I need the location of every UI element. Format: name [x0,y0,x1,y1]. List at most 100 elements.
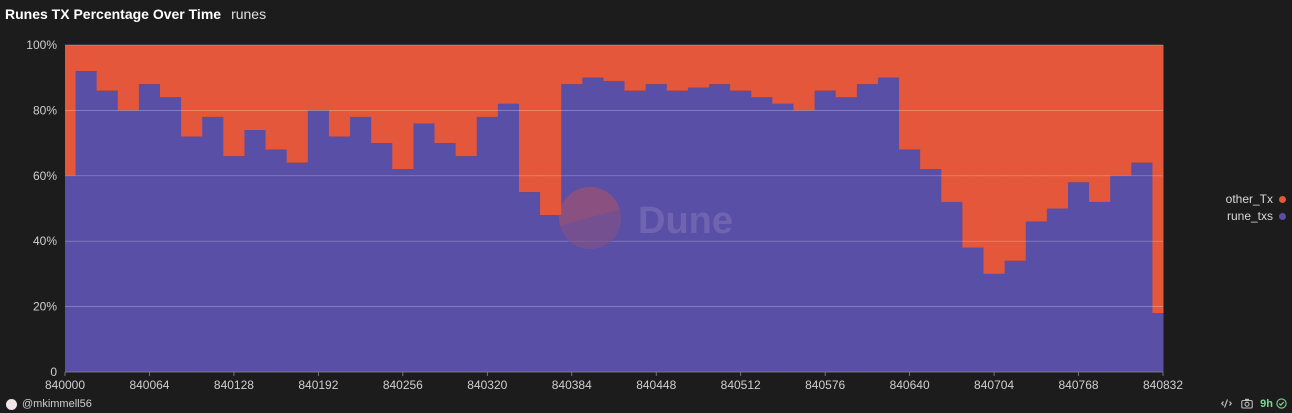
bar-other-tx[interactable] [286,45,309,163]
bar-other-tx[interactable] [1131,45,1153,163]
bar-other-tx[interactable] [582,45,604,78]
bar-other-tx[interactable] [920,45,942,170]
bar-rune-txs[interactable] [75,71,98,372]
bar-rune-txs[interactable] [518,192,541,372]
camera-icon[interactable] [1240,397,1253,410]
bar-rune-txs[interactable] [1046,208,1069,373]
bar-rune-txs[interactable] [561,84,583,373]
bar-rune-txs[interactable] [202,116,224,372]
bar-other-tx[interactable] [181,45,203,137]
bar-other-tx[interactable] [96,45,119,91]
bar-rune-txs[interactable] [709,84,731,373]
bar-other-tx[interactable] [138,45,161,85]
bar-rune-txs[interactable] [645,84,668,373]
bar-rune-txs[interactable] [666,90,689,372]
bar-other-tx[interactable] [392,45,414,170]
bar-other-tx[interactable] [265,45,288,150]
bar-rune-txs[interactable] [899,149,921,372]
bar-other-tx[interactable] [856,45,879,85]
bar-rune-txs[interactable] [413,123,436,372]
bar-rune-txs[interactable] [476,116,499,372]
bar-other-tx[interactable] [1110,45,1132,176]
bar-other-tx[interactable] [645,45,668,85]
bar-rune-txs[interactable] [1025,221,1048,372]
legend-item-other-tx[interactable]: other_Tx [1226,192,1286,206]
bar-other-tx[interactable] [709,45,731,85]
bar-rune-txs[interactable] [730,90,752,372]
bar-rune-txs[interactable] [455,156,478,372]
bar-other-tx[interactable] [413,45,436,124]
bar-rune-txs[interactable] [392,169,414,372]
bar-rune-txs[interactable] [1067,182,1090,372]
bar-rune-txs[interactable] [138,84,161,373]
bar-rune-txs[interactable] [751,97,773,372]
bar-rune-txs[interactable] [1110,175,1132,372]
bar-other-tx[interactable] [877,45,900,78]
bar-rune-txs[interactable] [181,136,203,372]
bar-other-tx[interactable] [65,45,77,176]
bar-rune-txs[interactable] [223,156,245,372]
bar-rune-txs[interactable] [772,103,794,373]
bar-other-tx[interactable] [962,45,985,248]
bar-rune-txs[interactable] [1089,201,1111,372]
bar-rune-txs[interactable] [265,149,288,372]
bar-other-tx[interactable] [941,45,963,202]
bar-other-tx[interactable] [244,45,267,131]
bar-other-tx[interactable] [371,45,393,144]
bar-rune-txs[interactable] [96,90,119,372]
bar-rune-txs[interactable] [160,97,182,372]
bar-rune-txs[interactable] [434,143,457,372]
bar-other-tx[interactable] [751,45,773,98]
bar-other-tx[interactable] [518,45,541,193]
bar-other-tx[interactable] [793,45,816,111]
bar-rune-txs[interactable] [835,97,858,372]
bar-rune-txs[interactable] [793,110,816,373]
bar-other-tx[interactable] [983,45,1006,274]
bar-other-tx[interactable] [1067,45,1090,183]
bar-rune-txs[interactable] [814,90,837,372]
bar-other-tx[interactable] [307,45,330,111]
bar-rune-txs[interactable] [582,77,604,372]
embed-icon[interactable] [1220,397,1233,410]
bar-rune-txs[interactable] [307,110,330,373]
bar-other-tx[interactable] [328,45,351,137]
bar-other-tx[interactable] [223,45,245,157]
bar-rune-txs[interactable] [941,201,963,372]
bar-other-tx[interactable] [899,45,921,150]
bar-rune-txs[interactable] [856,84,879,373]
bar-other-tx[interactable] [814,45,837,91]
bar-rune-txs[interactable] [286,162,309,372]
bar-rune-txs[interactable] [244,130,267,372]
bar-rune-txs[interactable] [540,215,562,372]
bar-rune-txs[interactable] [65,175,77,372]
bar-other-tx[interactable] [1025,45,1048,222]
bar-rune-txs[interactable] [117,110,140,373]
bar-other-tx[interactable] [1089,45,1111,202]
bar-rune-txs[interactable] [920,169,942,372]
bar-rune-txs[interactable] [877,77,900,372]
bar-other-tx[interactable] [624,45,647,91]
bar-other-tx[interactable] [1046,45,1069,209]
bar-other-tx[interactable] [476,45,499,117]
bar-rune-txs[interactable] [328,136,351,372]
bar-other-tx[interactable] [1152,45,1164,314]
bar-other-tx[interactable] [772,45,794,104]
legend-item-rune-txs[interactable]: rune_txs [1227,209,1286,223]
bar-other-tx[interactable] [117,45,140,111]
bar-other-tx[interactable] [540,45,562,216]
bar-rune-txs[interactable] [687,87,710,372]
bar-rune-txs[interactable] [962,247,985,372]
author-credit[interactable]: @mkimmell56 [6,398,92,410]
bar-other-tx[interactable] [434,45,457,144]
bar-other-tx[interactable] [835,45,858,98]
refresh-status[interactable]: 9h [1260,398,1287,410]
bar-other-tx[interactable] [730,45,752,91]
bar-other-tx[interactable] [1004,45,1027,261]
bar-other-tx[interactable] [497,45,520,104]
bar-rune-txs[interactable] [624,90,647,372]
bar-other-tx[interactable] [561,45,583,85]
bar-other-tx[interactable] [350,45,372,117]
bar-other-tx[interactable] [666,45,689,91]
bar-rune-txs[interactable] [350,116,372,372]
bar-rune-txs[interactable] [603,80,626,372]
